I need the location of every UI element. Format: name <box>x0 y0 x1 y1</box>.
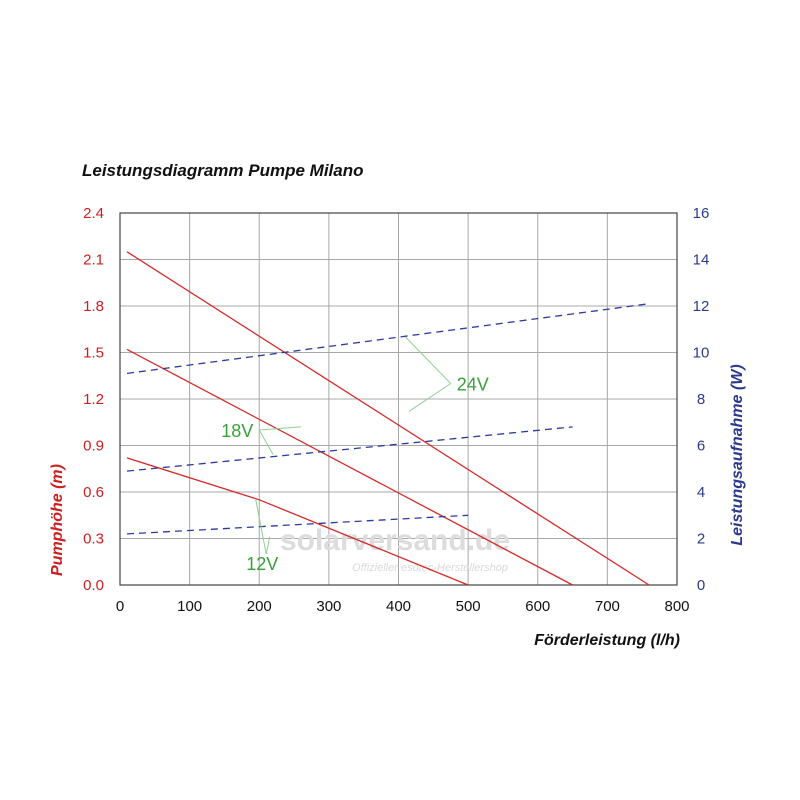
power-curve-24v <box>126 303 650 375</box>
x-tick-label: 0 <box>116 598 124 615</box>
watermark: solarversand.de Offizieller esotec-Herst… <box>280 524 510 574</box>
y-left-tick-label: 0.3 <box>83 531 104 548</box>
annotation-24v-leader <box>408 383 451 412</box>
y-right-tick-label: 16 <box>693 205 710 222</box>
y-left-tick-label: 2.4 <box>83 205 104 222</box>
y-right-tick-label: 2 <box>697 531 705 548</box>
y-left-tick-label: 1.2 <box>83 391 104 408</box>
x-tick-label: 200 <box>247 598 272 615</box>
voltage-annotations: 24V 18V 12V <box>221 336 489 574</box>
x-tick-label: 500 <box>456 598 481 615</box>
power-curve-12v <box>126 514 469 535</box>
series-layer <box>126 251 650 586</box>
y-right-tick-label: 12 <box>693 298 710 315</box>
annotation-18v-leader <box>259 426 302 431</box>
watermark-brand: solarversand.de <box>280 524 510 557</box>
y-right-ticks: 0 2 4 6 8 10 12 14 16 <box>693 205 710 594</box>
x-tick-label: 600 <box>525 598 550 615</box>
watermark-tagline: Offizieller esotec-Herstellershop <box>352 562 508 574</box>
y-right-tick-label: 10 <box>693 345 710 362</box>
y-left-tick-label: 1.8 <box>83 298 104 315</box>
annotation-24v-leader <box>405 336 452 384</box>
annotation-24v-label: 24V <box>457 375 489 395</box>
x-tick-label: 100 <box>177 598 202 615</box>
power-curve-18v <box>126 426 573 472</box>
annotation-12v-label: 12V <box>246 554 278 574</box>
y-right-tick-label: 8 <box>697 391 705 408</box>
annotation-18v-leader <box>258 429 274 456</box>
y-left-tick-label: 2.1 <box>83 252 104 269</box>
head-curve-12v <box>126 457 469 586</box>
x-tick-label: 700 <box>595 598 620 615</box>
x-tick-label: 400 <box>386 598 411 615</box>
y-right-axis-title: Leistungsaufnahme (W) <box>729 364 746 545</box>
y-left-tick-label: 1.5 <box>83 345 104 362</box>
y-right-tick-label: 0 <box>697 577 705 594</box>
y-left-tick-label: 0.9 <box>83 438 104 455</box>
y-left-axis-title: Pumphöhe (m) <box>49 464 66 576</box>
y-left-tick-label: 0.6 <box>83 484 104 501</box>
head-curve-18v <box>126 348 573 586</box>
y-left-ticks: 0.0 0.3 0.6 0.9 1.2 1.5 1.8 2.1 2.4 <box>83 205 104 594</box>
annotation-12v-leader <box>265 536 271 555</box>
x-tick-label: 800 <box>664 598 689 615</box>
annotation-12v-leader <box>255 499 267 555</box>
head-curve-24v <box>126 251 650 586</box>
y-left-tick-label: 0.0 <box>83 577 104 594</box>
plot-area <box>119 212 678 586</box>
y-right-tick-label: 14 <box>693 252 710 269</box>
x-ticks: 0 100 200 300 400 500 600 700 800 <box>116 598 690 615</box>
x-tick-label: 300 <box>316 598 341 615</box>
annotation-18v-label: 18V <box>221 421 253 441</box>
y-right-tick-label: 4 <box>697 484 705 501</box>
chart-title: Leistungsdiagramm Pumpe Milano <box>82 161 364 180</box>
y-right-tick-label: 6 <box>697 438 705 455</box>
x-axis-title: Förderleistung (l/h) <box>534 632 680 649</box>
